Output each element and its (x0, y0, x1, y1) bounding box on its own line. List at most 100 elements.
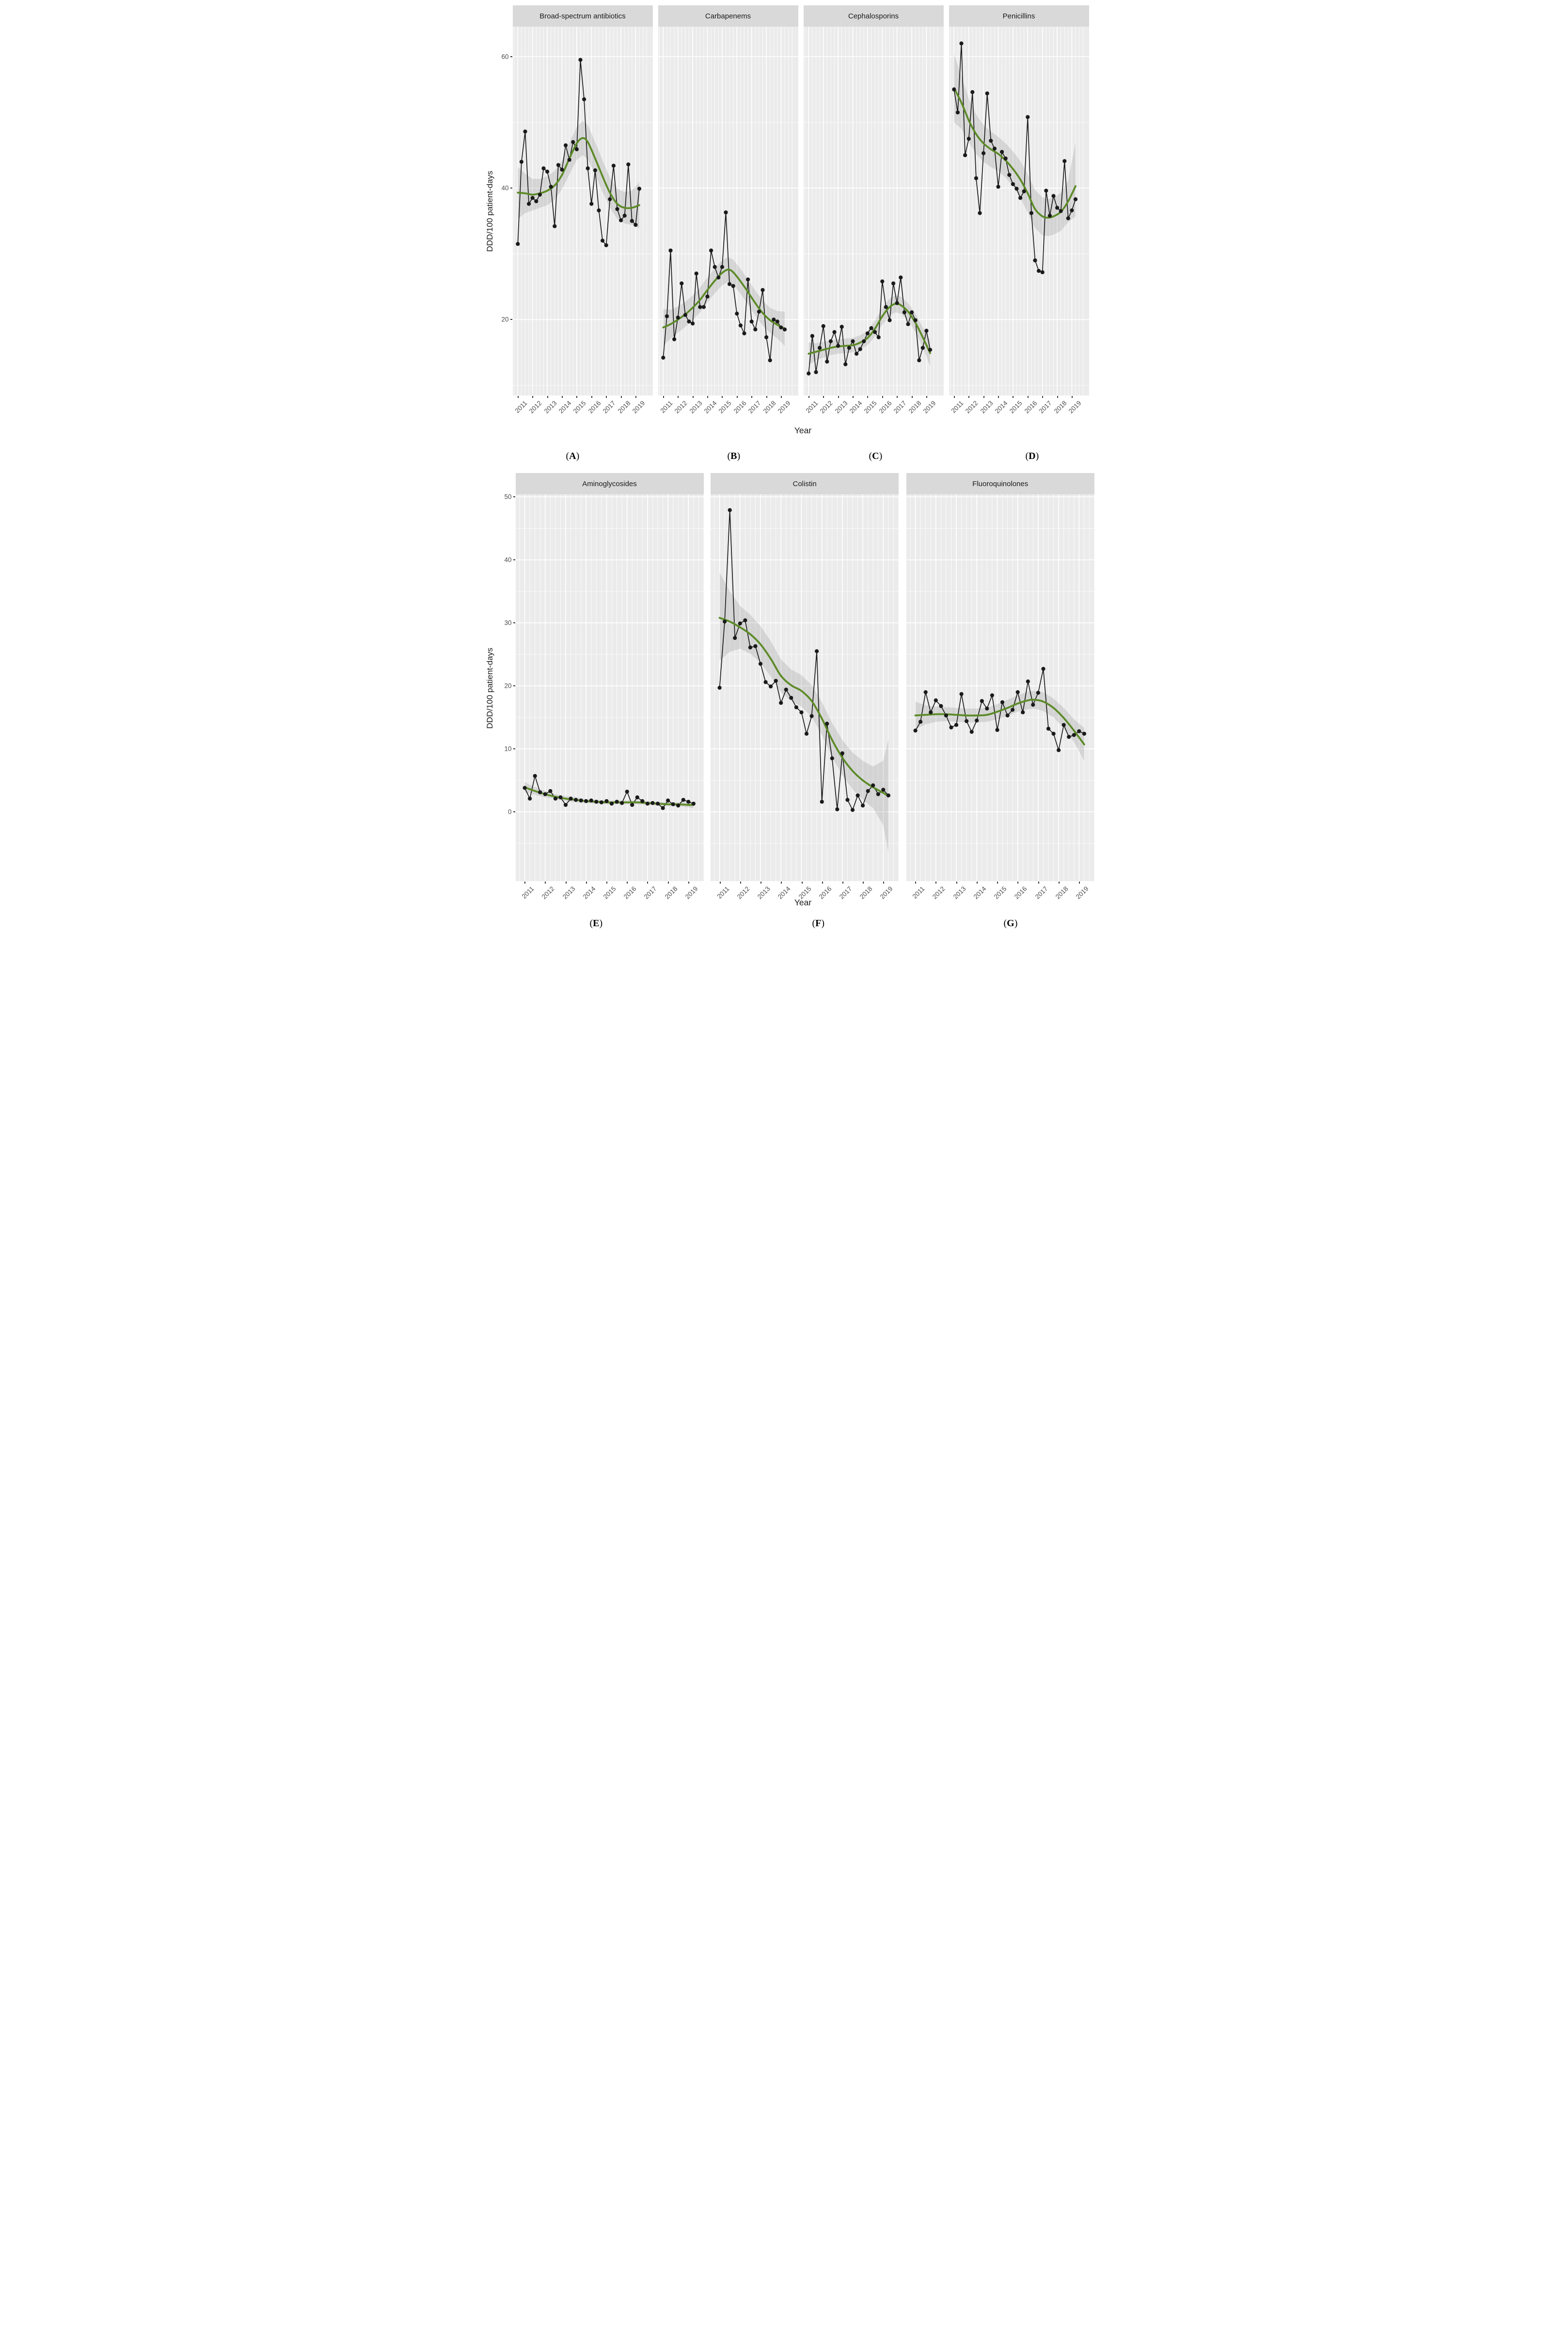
x-tick-mark (863, 882, 864, 884)
facet-title: Cephalosporins (848, 12, 899, 20)
facet-letter-A: (A) (566, 451, 580, 461)
facet-strip-C: Cephalosporins (803, 5, 944, 27)
x-tick-mark (606, 396, 607, 398)
y-tick-mark (513, 496, 515, 498)
data-points (523, 774, 696, 810)
confidence-ribbon (719, 572, 888, 853)
x-tick-label: 2014 (557, 399, 573, 415)
x-tick-mark (882, 396, 883, 398)
y-tick-label: 40 (504, 556, 512, 564)
x-tick-label: 2018 (1052, 399, 1068, 415)
faceted-antibiotic-consumption-chart: DDD/100 patient-days DDD/100 patient-day… (470, 0, 1098, 936)
x-tick-mark (822, 882, 823, 884)
facet-panel-A (512, 27, 653, 395)
x-tick-mark (547, 396, 548, 398)
x-tick-label: 2016 (877, 399, 893, 415)
x-tick-label: 2015 (572, 399, 587, 415)
x-tick-mark (545, 882, 546, 884)
x-tick-mark (1057, 396, 1058, 398)
x-tick-mark (956, 882, 957, 884)
y-axis-title-row2: DDD/100 patient-days (485, 648, 494, 729)
x-tick-mark (867, 396, 869, 398)
x-tick-mark (1079, 882, 1080, 884)
x-tick-mark (606, 882, 607, 884)
x-tick-label: 2017 (892, 399, 908, 415)
x-tick-label: 2019 (683, 885, 699, 901)
x-axis-title-row1: Year (794, 426, 812, 435)
x-tick-label: 2012 (540, 885, 556, 901)
y-tick-mark (513, 622, 515, 624)
x-tick-mark (997, 882, 998, 884)
x-tick-label: 2012 (735, 885, 751, 901)
plot-area-A (512, 27, 653, 395)
x-tick-mark (667, 882, 669, 884)
x-tick-label: 2012 (527, 399, 543, 415)
facet-letter-B: (B) (727, 451, 741, 461)
x-tick-label: 2016 (1013, 885, 1029, 901)
x-tick-label: 2014 (581, 885, 597, 901)
facet-letter-C: (C) (869, 451, 883, 461)
x-tick-mark (926, 396, 927, 398)
x-tick-mark (883, 882, 885, 884)
x-tick-label: 2015 (863, 399, 878, 415)
x-tick-mark (780, 396, 782, 398)
x-tick-label: 2019 (879, 885, 895, 901)
series-line (662, 212, 785, 361)
plot-area-C (803, 27, 944, 395)
facet-letter-G: (G) (1003, 918, 1018, 929)
x-tick-label: 2015 (717, 399, 733, 415)
x-tick-mark (627, 882, 628, 884)
y-tick-label: 20 (504, 682, 512, 690)
facet-title: Broad-spectrum antibiotics (539, 12, 626, 20)
x-tick-label: 2018 (663, 885, 679, 901)
facet-strip-B: Carbapenems (658, 5, 798, 27)
plot-area-F (711, 494, 899, 881)
x-tick-mark (968, 396, 970, 398)
y-tick-label: 30 (504, 619, 512, 627)
facet-strip-F: Colistin (711, 473, 899, 494)
x-tick-mark (517, 396, 519, 398)
x-tick-label: 2013 (688, 399, 704, 415)
x-tick-label: 2013 (979, 399, 995, 415)
x-tick-label: 2018 (761, 399, 777, 415)
x-tick-label: 2016 (622, 885, 638, 901)
x-tick-label: 2016 (586, 399, 602, 415)
y-axis-title-row1: DDD/100 patient-days (485, 171, 494, 252)
x-tick-label: 2011 (715, 885, 731, 901)
x-tick-mark (719, 882, 721, 884)
x-tick-mark (1058, 882, 1060, 884)
x-tick-label: 2019 (1074, 885, 1090, 901)
confidence-ribbon (915, 691, 1084, 761)
x-tick-label: 2019 (1067, 399, 1083, 415)
x-tick-label: 2012 (818, 399, 834, 415)
confidence-ribbon (953, 54, 1076, 237)
x-tick-mark (532, 396, 534, 398)
facet-panel-F (711, 494, 899, 881)
x-tick-mark (688, 882, 689, 884)
x-tick-mark (983, 396, 984, 398)
x-tick-mark (911, 396, 913, 398)
x-tick-label: 2017 (1033, 885, 1049, 901)
data-points (913, 666, 1086, 752)
facet-title: Fluoroquinolones (972, 479, 1029, 488)
x-tick-mark (678, 396, 679, 398)
x-tick-mark (838, 396, 839, 398)
facet-panel-B (658, 27, 798, 395)
x-axis-title-row2: Year (794, 898, 812, 907)
x-tick-mark (635, 396, 636, 398)
facet-panel-E (515, 494, 704, 881)
y-tick-mark (513, 559, 515, 561)
x-tick-label: 2012 (673, 399, 689, 415)
x-tick-label: 2018 (858, 885, 874, 901)
facet-strip-G: Fluoroquinolones (906, 473, 1094, 494)
loess-smooth-line (718, 617, 889, 797)
confidence-ribbon (517, 121, 639, 228)
x-tick-mark (524, 882, 526, 884)
facet-letter-E: (E) (589, 918, 603, 929)
series-line (953, 43, 1076, 273)
x-tick-mark (1017, 882, 1019, 884)
x-tick-mark (736, 396, 738, 398)
x-tick-mark (1038, 882, 1039, 884)
x-tick-label: 2017 (1037, 399, 1053, 415)
x-tick-label: 2013 (833, 399, 849, 415)
